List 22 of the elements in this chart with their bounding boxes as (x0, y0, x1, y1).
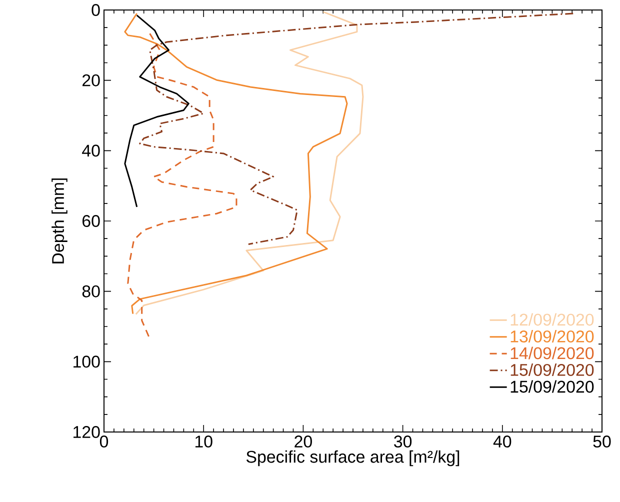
legend-label: 15/09/2020 (510, 380, 594, 393)
y-tick-label: 0 (92, 4, 100, 16)
legend-label: 15/09/2020 (510, 364, 594, 376)
x-tick-label: 40 (493, 436, 512, 448)
y-tick-label: 80 (82, 285, 100, 298)
y-axis-title: Depth [mm] (52, 178, 68, 264)
legend-label: 12/09/2020 (510, 313, 594, 326)
y-tick-label: 120 (74, 426, 100, 438)
legend-label: 14/09/2020 (510, 346, 594, 360)
y-tick-label: 40 (82, 144, 100, 157)
y-tick-label: 60 (82, 215, 100, 228)
x-tick-label: 20 (294, 436, 312, 448)
y-tick-label: 20 (82, 74, 100, 86)
x-tick-label: 0 (100, 436, 108, 448)
x-tick-label: 30 (394, 436, 412, 448)
x-tick-label: 10 (195, 436, 212, 448)
legend-label: 13/09/2020 (510, 330, 594, 342)
y-tick-label: 100 (74, 356, 100, 368)
x-axis-title: Specific surface area [m²/kg] (246, 450, 460, 466)
line-series (124, 14, 190, 208)
line-series (139, 12, 574, 245)
x-tick-label: 50 (593, 436, 611, 448)
